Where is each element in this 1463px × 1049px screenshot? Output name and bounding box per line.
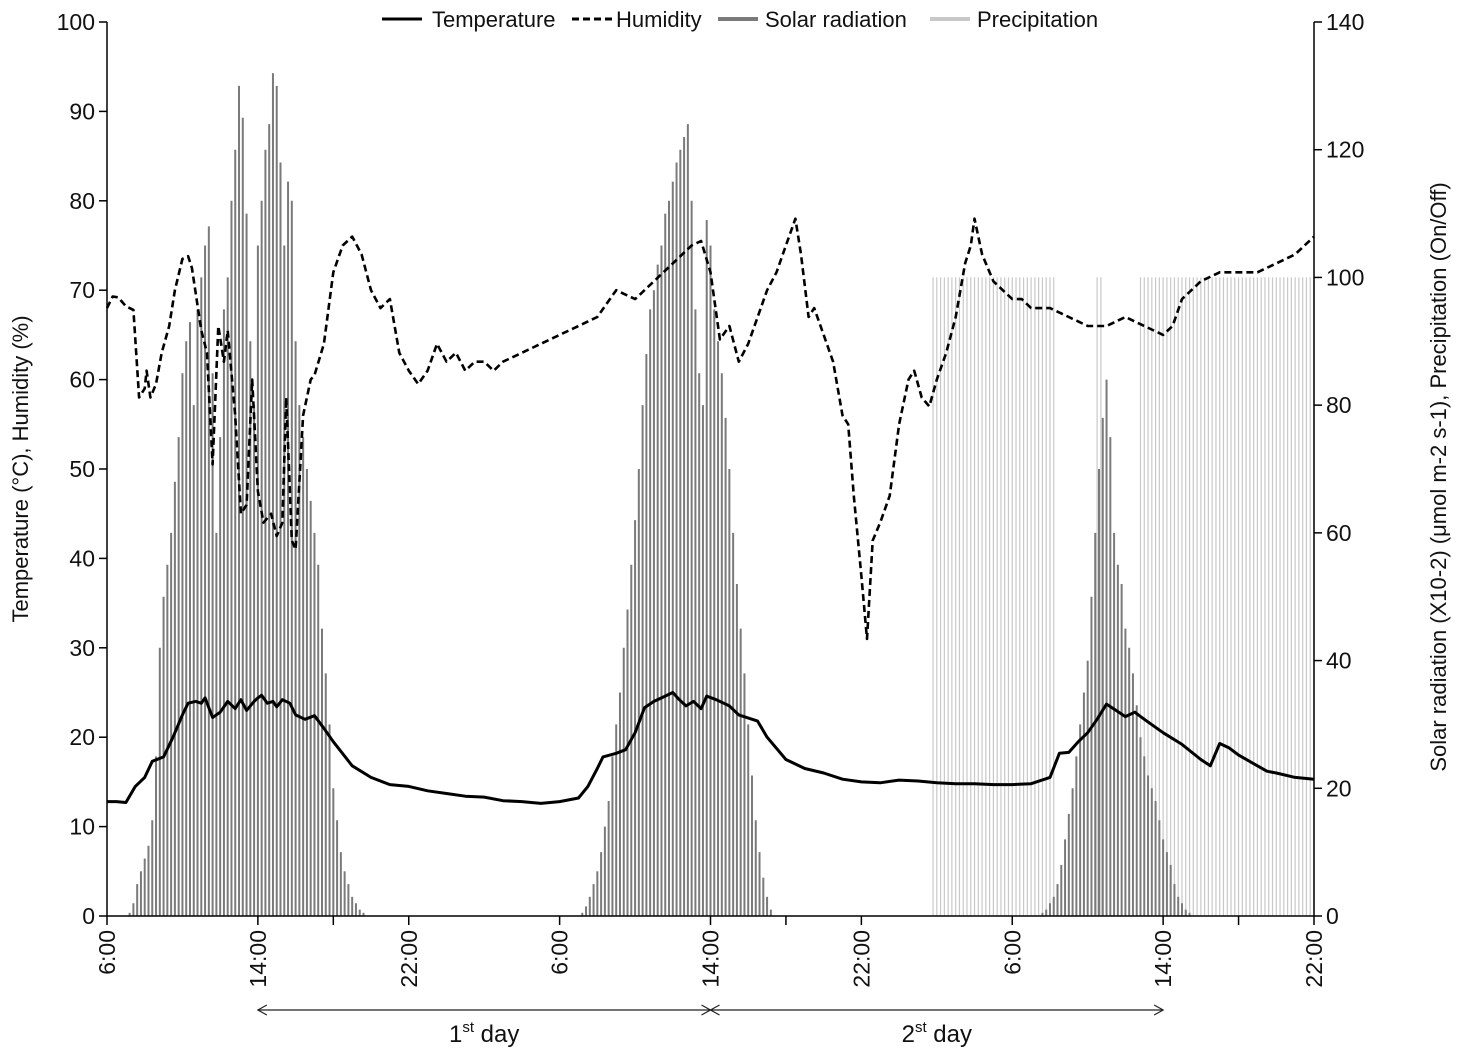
solar-radiation-bars [128, 73, 1191, 916]
day-number: 2 [902, 1021, 915, 1048]
day-ordinal-suffix: st [915, 1019, 928, 1036]
day-ordinal-suffix: st [462, 1019, 475, 1036]
line-series [105, 217, 1315, 805]
y-right-tick-label: 100 [1326, 264, 1364, 290]
y-left-tick-label: 80 [69, 188, 95, 214]
day-word: day [474, 1021, 519, 1048]
temperature-line [107, 691, 1315, 805]
y-right-tick-label: 20 [1326, 775, 1352, 801]
day-word: day [927, 1021, 972, 1048]
day-number: 1 [449, 1021, 462, 1048]
day-span-arrowhead-right [1153, 1004, 1165, 1016]
y-right-tick-label: 40 [1326, 648, 1352, 674]
y-left-tick-label: 90 [69, 98, 95, 124]
day-span-arrowhead-left [709, 1004, 720, 1016]
x-tick-label: 14:00 [1150, 930, 1176, 988]
y-left-axis-title: Temperature (°C), Humidity (%) [8, 315, 33, 622]
y-left-tick-label: 70 [69, 277, 95, 303]
y-left-tick-label: 60 [69, 367, 95, 393]
legend-label-precip: Precipitation [977, 7, 1098, 32]
x-tick-label: 22:00 [848, 930, 874, 988]
y-right-tick-label: 0 [1326, 903, 1339, 929]
legend-label-temperature: Temperature [432, 7, 556, 32]
y-right-tick-label: 60 [1326, 520, 1352, 546]
x-tick-label: 6:00 [547, 930, 573, 975]
y-left-tick-label: 40 [69, 545, 95, 571]
x-tick-label: 14:00 [698, 930, 724, 988]
y-left-tick-label: 10 [69, 814, 95, 840]
day-spans: 1st day 2st day [256, 1004, 1165, 1048]
humidity-line [105, 217, 1315, 641]
y-left-tick-label: 50 [69, 456, 95, 482]
y-left-tick-label: 0 [82, 903, 95, 929]
day-span-arrowhead-left [256, 1004, 268, 1016]
y-right-tick-label: 120 [1326, 137, 1364, 163]
legend: Temperature Humidity Solar radiation Precip… [382, 7, 1098, 32]
legend-label-humidity: Humidity [616, 7, 702, 32]
y-left-tick-label: 20 [69, 724, 95, 750]
y-left-tick-label: 30 [69, 635, 95, 661]
axes: 0 10 20 30 40 50 60 70 80 90 100 0 20 40 60 80 100 120 140… [8, 9, 1451, 988]
x-tick-label: 22:00 [396, 930, 422, 988]
x-tick-label: 22:00 [1301, 930, 1327, 988]
x-tick-label: 14:00 [245, 930, 271, 988]
day-span-label: 1st day [449, 1019, 519, 1048]
y-right-axis-title: Solar radiation (X10-2) (μmol m-2 s-1), … [1426, 182, 1451, 771]
y-right-tick-label: 140 [1326, 9, 1364, 35]
day-span-label: 2st day [902, 1019, 972, 1048]
precipitation-bars [932, 277, 1315, 916]
y-right-tick-label: 80 [1326, 392, 1352, 418]
x-tick-label: 6:00 [999, 930, 1025, 975]
legend-label-solar: Solar radiation [765, 7, 907, 32]
y-left-tick-label: 100 [57, 9, 95, 35]
x-tick-label: 6:00 [94, 930, 120, 975]
